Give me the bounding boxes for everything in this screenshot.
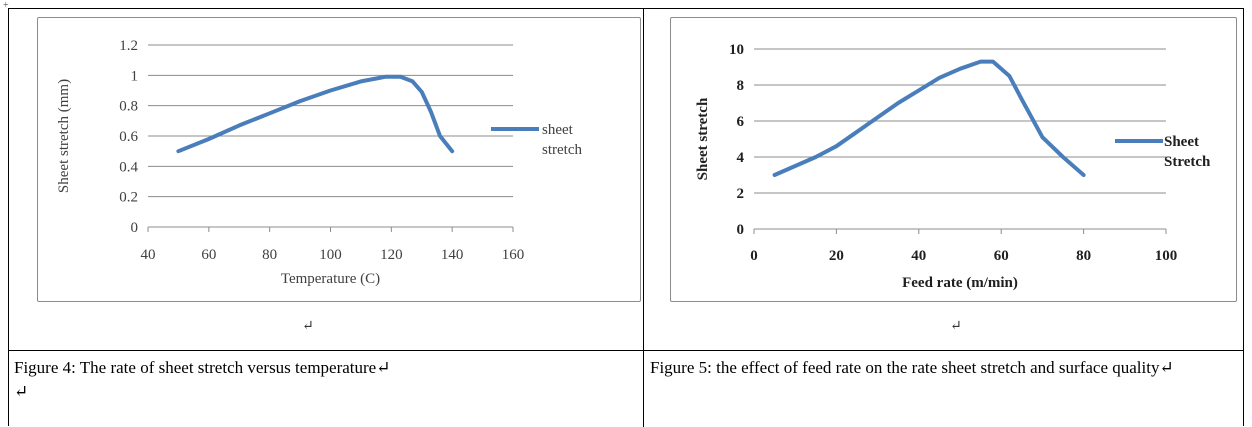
y-tick-label: 0.4 <box>119 159 138 175</box>
chart-feed-rate[interactable]: 0 2 4 6 8 10 0 20 40 60 80 100 Feed rate (m/min) Shee… <box>670 17 1237 302</box>
y-tick-label: 1.2 <box>119 38 138 54</box>
x-tick-label: 80 <box>1076 248 1091 264</box>
y-tick-label: 2 <box>737 186 745 202</box>
y-tick-label: 0.2 <box>119 190 138 206</box>
paragraph-mark: ↵ <box>302 319 314 334</box>
table-column-divider <box>643 8 644 427</box>
chart-temperature[interactable]: 0 0.2 0.4 0.6 0.8 1 1.2 40 60 80 100 120 140 160 Tempe… <box>37 17 641 302</box>
y-tick-label: 1 <box>131 68 139 84</box>
y-axis-title: Sheet stretch <box>695 97 711 180</box>
x-axis-title: Temperature (C) <box>281 271 380 287</box>
series-line <box>176 74 455 154</box>
x-tick-label: 160 <box>502 247 525 263</box>
figure-5-caption: Figure 5: the effect of feed rate on the… <box>650 358 1174 377</box>
legend-label: stretch <box>542 142 582 158</box>
x-tick-label: 0 <box>750 248 758 264</box>
x-axis-title: Feed rate (m/min) <box>902 275 1018 291</box>
y-tick-label: 0.6 <box>119 129 138 145</box>
x-tick-label: 40 <box>911 248 926 264</box>
y-tick-label: 6 <box>737 114 745 130</box>
y-axis-title: Sheet stretch (mm) <box>56 79 72 193</box>
y-tick-label: 0.8 <box>119 99 138 115</box>
x-tick-label: 140 <box>441 247 464 263</box>
paragraph-mark: ↵ <box>950 319 962 334</box>
y-tick-label: 0 <box>737 222 745 238</box>
legend-label: Sheet <box>1164 134 1199 150</box>
series-line <box>772 59 1086 177</box>
x-tick-label: 80 <box>262 247 277 263</box>
x-tick-label: 100 <box>319 247 342 263</box>
y-tick-label: 10 <box>729 42 744 58</box>
legend-label: sheet <box>542 122 574 138</box>
legend-label: Stretch <box>1164 154 1211 170</box>
table-move-handle-icon[interactable]: + <box>3 0 9 11</box>
x-tick-label: 60 <box>201 247 216 263</box>
figure-4-caption: Figure 4: The rate of sheet stretch vers… <box>14 358 391 401</box>
table-row-divider <box>8 350 1244 351</box>
x-tick-label: 20 <box>829 248 844 264</box>
y-tick-label: 4 <box>737 150 745 166</box>
x-tick-label: 100 <box>1155 248 1178 264</box>
x-tick-label: 120 <box>380 247 403 263</box>
x-tick-label: 40 <box>141 247 156 263</box>
y-tick-label: 0 <box>131 220 139 236</box>
chart-temperature-svg: 0 0.2 0.4 0.6 0.8 1 1.2 40 60 80 100 120 140 160 Tempe… <box>56 38 582 287</box>
y-tick-label: 8 <box>737 78 745 94</box>
x-tick-label: 60 <box>994 248 1009 264</box>
layout-table <box>8 8 1244 426</box>
